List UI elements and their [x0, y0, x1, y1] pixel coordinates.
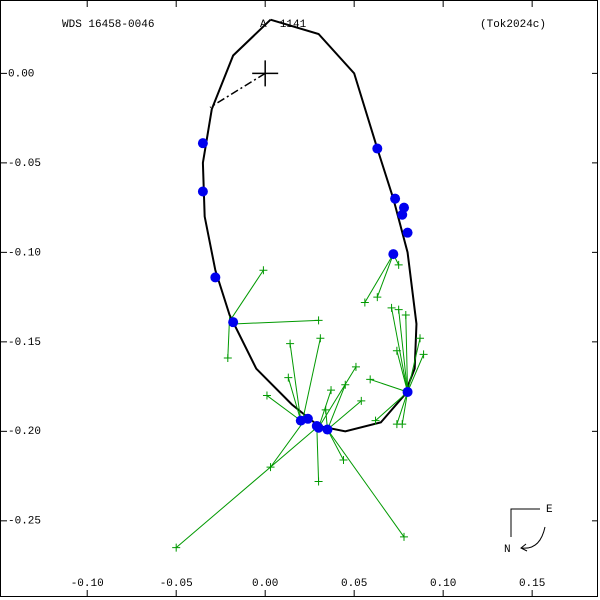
residual [270, 420, 305, 468]
observation [372, 143, 383, 154]
y-tick-label: -0.15 [8, 337, 41, 349]
residual [401, 391, 409, 425]
residual [233, 319, 319, 325]
measurement [351, 362, 360, 371]
residual [391, 307, 409, 393]
residual [327, 429, 344, 461]
observation [402, 386, 413, 397]
reference: (Tok2024c) [480, 19, 546, 31]
residual [398, 309, 409, 393]
observation [197, 138, 208, 149]
residual [318, 390, 332, 428]
compass-arrow [520, 526, 546, 552]
observation [228, 317, 239, 328]
y-tick-label: -0.20 [8, 426, 41, 438]
measurement [394, 260, 403, 269]
compass-north: N [504, 544, 511, 556]
residual [405, 314, 409, 392]
x-tick-label: -0.10 [71, 578, 104, 590]
measurement [357, 396, 366, 405]
residual [302, 338, 321, 421]
measurement [314, 477, 323, 486]
residual [396, 391, 409, 425]
measurement [284, 373, 293, 382]
residual [327, 429, 405, 538]
observation [302, 413, 313, 424]
y-tick-label: -0.05 [8, 158, 41, 170]
residual [230, 269, 264, 319]
line-of-nodes [209, 72, 266, 109]
residual [375, 391, 408, 421]
residual [316, 425, 320, 482]
observation [197, 186, 208, 197]
measurement [398, 420, 407, 429]
x-tick-label: 0.00 [252, 578, 278, 590]
y-tick-label: 0.00 [8, 68, 34, 80]
residual [327, 400, 362, 430]
x-tick-label: 0.05 [341, 578, 367, 590]
x-tick-label: 0.10 [430, 578, 456, 590]
measurement [416, 334, 425, 343]
measurement [371, 416, 380, 425]
residual [370, 378, 408, 393]
measurement [339, 455, 348, 464]
observation [390, 193, 401, 204]
y-tick-label: -0.25 [8, 516, 41, 528]
measurement [314, 316, 323, 325]
residual [407, 354, 425, 393]
measurement [394, 305, 403, 314]
measurement [266, 463, 275, 472]
observation [313, 422, 324, 433]
observation [210, 272, 221, 283]
y-tick-label: -0.10 [8, 247, 41, 259]
orbit [201, 18, 418, 433]
residual [327, 384, 346, 430]
measurement [387, 303, 396, 312]
x-tick-label: 0.15 [519, 578, 545, 590]
residual [376, 253, 394, 298]
residual [287, 377, 302, 421]
measurement [401, 311, 410, 320]
measurement [286, 339, 295, 348]
measurement [223, 353, 232, 362]
observation [388, 249, 399, 260]
measurement [316, 334, 325, 343]
residual [289, 343, 302, 421]
measurement [321, 405, 330, 414]
observation [397, 209, 408, 220]
measurement [262, 391, 271, 400]
observation [322, 424, 333, 435]
measurement [327, 386, 336, 395]
measurement [400, 532, 409, 541]
x-tick-label: -0.05 [160, 578, 193, 590]
measurement [366, 375, 375, 384]
residual [318, 366, 357, 429]
residual [175, 425, 319, 549]
measurement [341, 380, 350, 389]
compass-east: E [546, 504, 553, 516]
measurement [373, 293, 382, 302]
residual [266, 395, 302, 422]
star-id: WDS 16458-0046 [62, 19, 154, 31]
residual [364, 253, 394, 303]
primary-star [252, 60, 279, 87]
measurement [172, 543, 181, 552]
measurement [259, 266, 268, 275]
observation [402, 227, 413, 238]
measurement [419, 350, 428, 359]
measurement [360, 298, 369, 307]
compass-axes [510, 508, 540, 537]
residual [407, 338, 421, 393]
